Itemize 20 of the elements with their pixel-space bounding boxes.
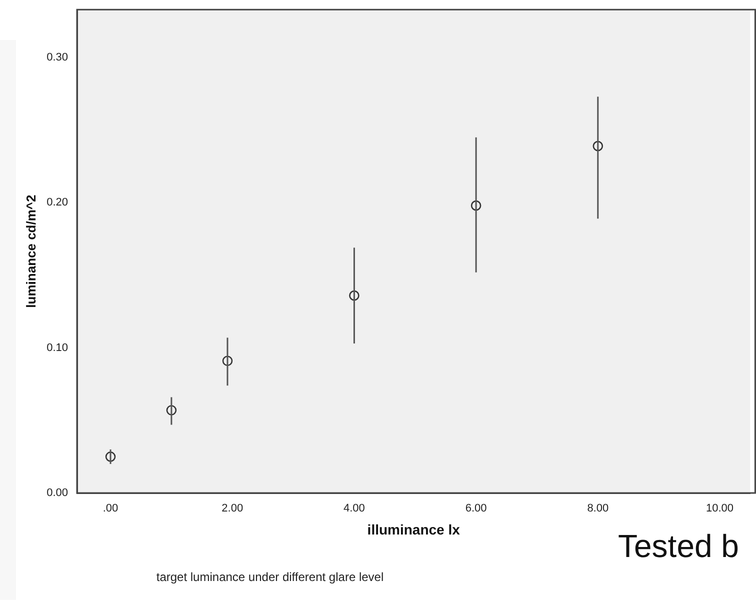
y-tick-label: 0.20 xyxy=(46,196,68,209)
y-tick-label: 0.30 xyxy=(46,52,68,64)
y-tick-label: 0.00 xyxy=(46,487,68,500)
x-tick-label: 4.00 xyxy=(343,502,365,515)
x-tick-label: 2.00 xyxy=(222,502,244,515)
point xyxy=(166,405,177,416)
x-tick-label: 10.00 xyxy=(706,502,734,515)
point xyxy=(222,356,233,366)
text: target luminance under different glare level xyxy=(155,570,385,584)
text: Tested b xyxy=(618,528,739,565)
point xyxy=(592,140,604,152)
x-tick-label: 6.00 xyxy=(465,502,487,515)
point xyxy=(470,200,482,211)
y-tick-label: 0.10 xyxy=(46,342,68,354)
point xyxy=(349,290,360,301)
x-tick-label: 8.00 xyxy=(587,502,609,515)
x-axis-title: illuminance lx xyxy=(367,521,460,538)
point xyxy=(105,452,116,462)
y-axis-title: luminance cd/m^2 xyxy=(23,194,38,308)
x-tick-label: .00 xyxy=(102,502,118,515)
